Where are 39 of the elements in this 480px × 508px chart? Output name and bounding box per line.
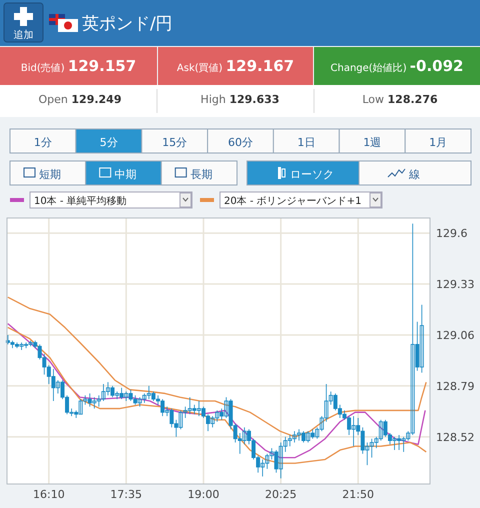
text: 128.276 xyxy=(388,93,438,106)
text: -0.092 xyxy=(410,57,464,75)
text: ローソク xyxy=(290,168,334,181)
text: 短期 xyxy=(39,168,61,181)
x-tick-label: 21:50 xyxy=(342,488,374,501)
text: High xyxy=(200,93,230,106)
x-tick-label: 20:25 xyxy=(264,488,297,501)
legend-label: 10本 - 単純平均移動 xyxy=(34,195,127,207)
text: 15分 xyxy=(162,136,188,149)
text: 129.633 xyxy=(229,93,280,106)
y-tick-label: 129.6 xyxy=(436,227,468,240)
candlestick xyxy=(420,304,424,374)
text: 1月 xyxy=(429,136,448,149)
y-tick-label: 129.33 xyxy=(436,278,474,292)
text: 129.249 xyxy=(71,93,122,106)
text: 線 xyxy=(408,168,420,181)
text: 5分 xyxy=(100,136,118,149)
text: 中期 xyxy=(114,168,137,181)
text: 1日 xyxy=(297,136,316,149)
text: 129.157 xyxy=(68,57,136,75)
text: 129.167 xyxy=(226,57,294,75)
text: Open xyxy=(38,93,72,106)
text: Change(始値比) xyxy=(330,62,410,74)
text: 英ポンド/円 xyxy=(82,14,173,34)
text: 1分 xyxy=(34,136,52,149)
x-tick-label: 17:35 xyxy=(110,488,142,501)
x-tick-label: 16:10 xyxy=(33,488,65,501)
text: Low xyxy=(362,93,388,106)
text: Ask(買値) xyxy=(176,62,226,74)
y-tick-label: 129.06 xyxy=(436,328,474,342)
x-tick-label: 19:00 xyxy=(188,488,220,501)
text: 長期 xyxy=(190,168,212,181)
y-tick-label: 128.52 xyxy=(436,430,474,444)
text: 追加 xyxy=(14,29,34,41)
text: 1週 xyxy=(363,136,382,149)
text: 60分 xyxy=(228,136,253,149)
y-tick-label: 128.79 xyxy=(436,380,474,393)
text: Bid(売値) xyxy=(20,62,68,74)
legend-label: 20本 - ボリンジャーバンド+1 xyxy=(224,195,362,207)
